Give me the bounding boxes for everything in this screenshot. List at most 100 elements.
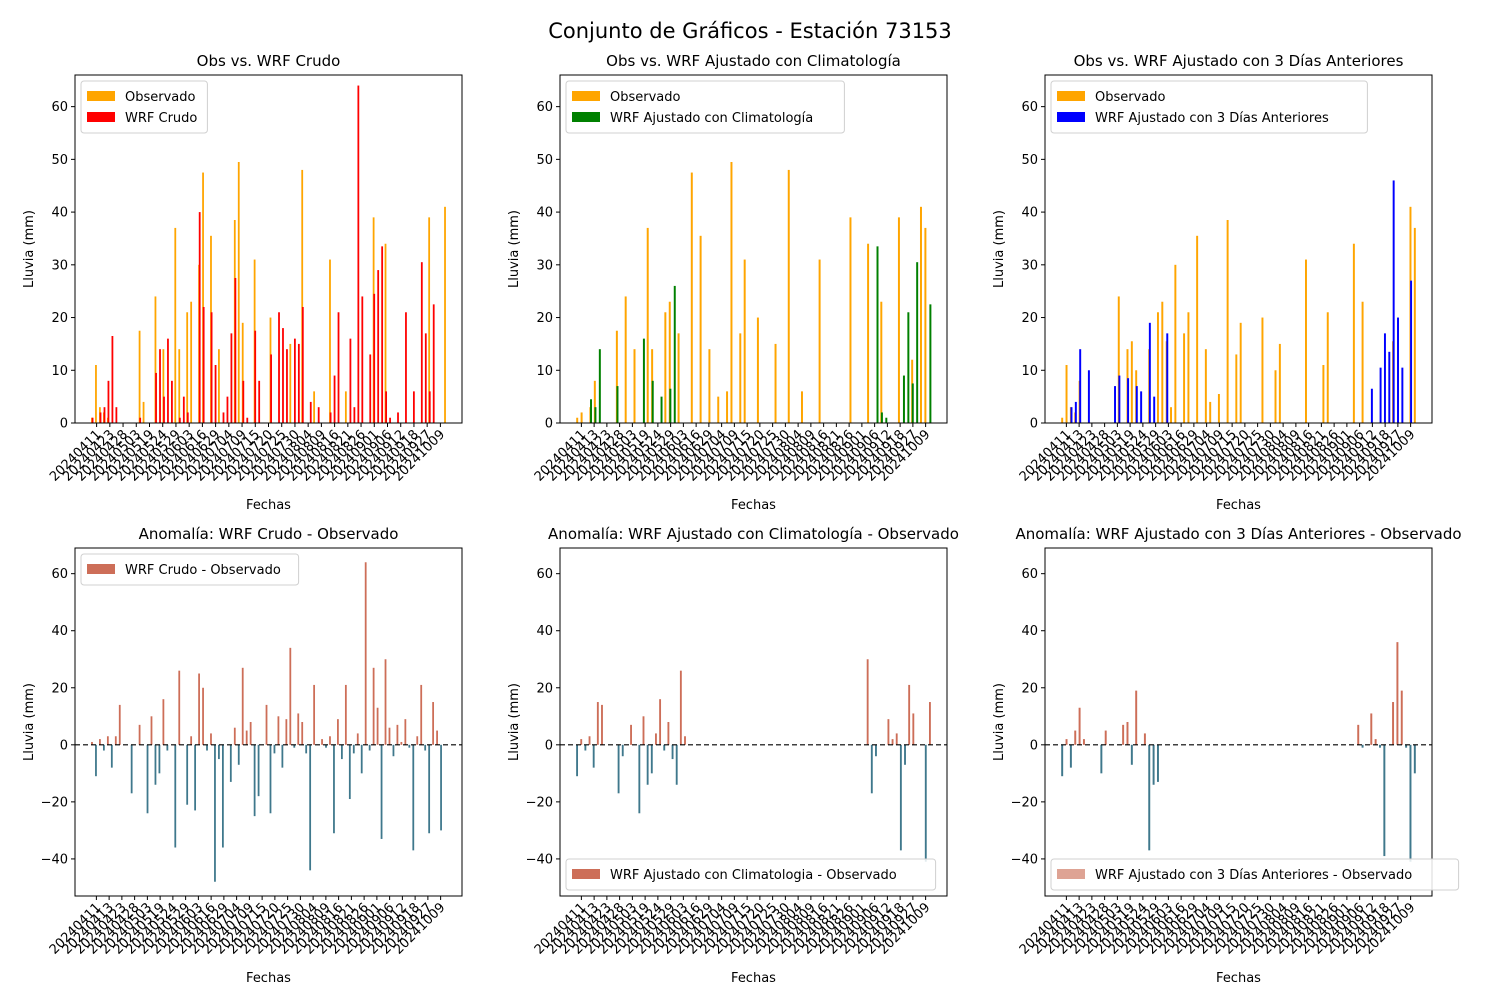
bar: [669, 388, 672, 423]
y-tick-label: 0: [1030, 738, 1038, 753]
bar: [162, 699, 165, 745]
x-axis-label: Fechas: [246, 498, 291, 513]
bar: [241, 667, 244, 745]
y-tick-label: 40: [536, 206, 553, 221]
bar: [924, 227, 927, 423]
bar: [650, 744, 653, 774]
y-tick-label: 30: [51, 258, 68, 273]
bar: [1114, 386, 1116, 423]
bar: [297, 343, 300, 423]
bar: [221, 744, 224, 848]
bar: [369, 354, 372, 423]
legend: Observado WRF Crudo: [80, 80, 208, 134]
bar: [377, 270, 380, 423]
chart-panel: Anomalía: WRF Ajustado con 3 Días Anteri…: [992, 525, 1462, 986]
bar: [584, 744, 587, 751]
bar: [1069, 744, 1072, 768]
bar: [655, 733, 657, 745]
bar: [671, 744, 674, 760]
bar: [257, 744, 260, 797]
bar: [178, 670, 181, 745]
bar: [356, 733, 359, 745]
bar: [1079, 349, 1082, 423]
bar: [376, 707, 379, 745]
bar: [1322, 365, 1325, 423]
bar: [305, 744, 308, 754]
bar: [218, 349, 220, 423]
y-tick-label: −20: [526, 795, 553, 810]
bar: [929, 304, 932, 423]
bar: [277, 716, 280, 745]
bar: [1148, 744, 1151, 851]
bar: [1070, 407, 1073, 423]
y-tick-label: 0: [60, 417, 68, 432]
bar: [368, 744, 371, 751]
bar: [616, 386, 619, 423]
bar: [289, 343, 292, 423]
bar: [154, 296, 157, 423]
bar: [743, 259, 746, 423]
bar: [190, 301, 193, 423]
chart-panel: Obs vs. WRF Ajustado con 3 Días Anterior…: [992, 52, 1433, 513]
legend-label: WRF Crudo - Observado: [125, 563, 281, 578]
bar: [928, 702, 931, 745]
bar: [1392, 702, 1395, 745]
bar: [880, 412, 883, 423]
bar: [664, 312, 667, 423]
bar: [1153, 396, 1156, 423]
bar: [348, 744, 351, 800]
axes-frame: [1044, 74, 1433, 424]
bar: [174, 744, 177, 848]
bar: [663, 744, 666, 751]
bar: [1379, 744, 1381, 748]
bar: [787, 169, 790, 423]
chart-panel: Anomalía: WRF Ajustado con Climatología …: [507, 525, 959, 986]
bar: [1082, 739, 1085, 745]
y-tick-label: −40: [1011, 852, 1038, 867]
y-axis-label: Lluvia (mm): [22, 683, 37, 761]
bar: [875, 744, 877, 757]
bar: [428, 744, 431, 834]
bar: [1409, 744, 1412, 862]
bar: [337, 312, 340, 423]
bar: [424, 744, 427, 751]
bar: [158, 744, 161, 774]
bar: [1383, 744, 1386, 857]
bar: [229, 744, 232, 782]
bar: [206, 744, 208, 751]
bar: [281, 744, 284, 768]
bar: [95, 365, 97, 423]
bar: [194, 744, 197, 811]
bar: [293, 338, 296, 423]
bar: [111, 336, 114, 423]
bar: [1235, 354, 1238, 423]
bar: [897, 217, 900, 423]
bar: [592, 744, 595, 768]
bar: [372, 667, 375, 745]
bar: [924, 744, 927, 862]
bar: [598, 349, 601, 423]
y-axis-label: Lluvia (mm): [507, 683, 522, 761]
bar: [389, 417, 391, 423]
y-tick-label: 40: [51, 624, 68, 639]
bar: [282, 328, 284, 423]
bar-group: [91, 85, 446, 424]
bar: [408, 744, 411, 748]
bar: [576, 417, 579, 423]
bar: [344, 684, 347, 745]
bar: [1278, 343, 1281, 423]
bar: [352, 744, 355, 754]
bar: [1061, 744, 1064, 777]
y-tick-label: 20: [536, 681, 553, 696]
bar: [150, 716, 153, 745]
bar: [1074, 730, 1077, 745]
bar: [684, 736, 686, 745]
bar: [659, 699, 662, 745]
y-tick-label: −20: [41, 795, 68, 810]
bar: [1413, 744, 1416, 774]
y-axis-label: Lluvia (mm): [507, 210, 522, 288]
y-axis-label: Lluvia (mm): [992, 210, 1007, 288]
bar: [313, 684, 316, 745]
bar: [286, 349, 288, 423]
legend-swatch: [87, 91, 115, 101]
